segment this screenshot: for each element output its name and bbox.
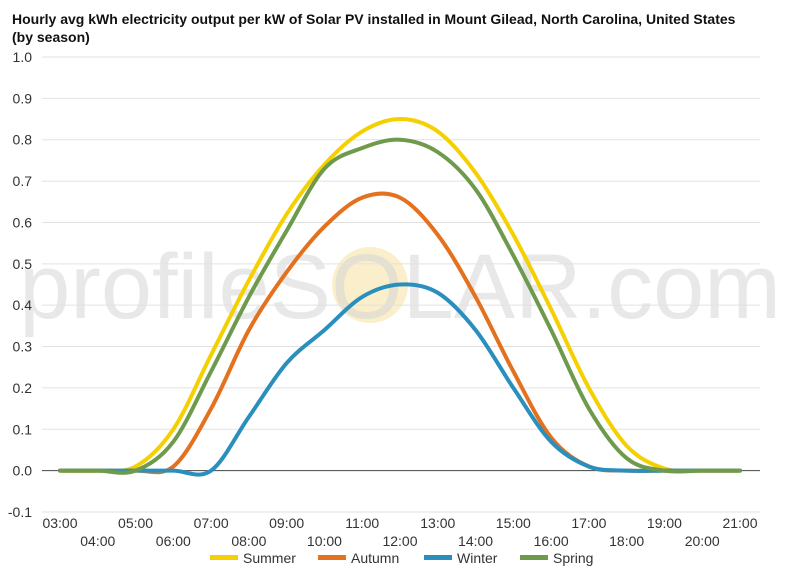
legend-item-winter[interactable]: Winter: [424, 550, 498, 566]
x-tick-label: 12:00: [382, 533, 417, 549]
legend-item-autumn[interactable]: Autumn: [318, 550, 399, 566]
x-tick-label: 06:00: [156, 533, 191, 549]
y-tick-label: -0.1: [8, 504, 32, 520]
legend-label: Autumn: [351, 550, 399, 566]
legend: Summer Autumn Winter Spring: [210, 550, 593, 566]
y-tick-label: 0.1: [13, 421, 33, 437]
y-tick-label: 0.9: [13, 90, 33, 106]
watermark: profileSOLAR.com: [19, 236, 781, 338]
legend-label: Winter: [457, 550, 498, 566]
series-lines: [58, 117, 742, 477]
legend-item-spring[interactable]: Spring: [520, 550, 593, 566]
x-tick-label: 14:00: [458, 533, 493, 549]
legend-label: Summer: [243, 550, 296, 566]
watermark-text: profileSOLAR.com: [19, 236, 781, 338]
y-tick-label: 0.5: [13, 256, 33, 272]
x-tick-label: 13:00: [420, 515, 455, 531]
series-line-winter: [58, 282, 742, 477]
legend-swatch: [318, 555, 346, 560]
y-tick-label: 0.7: [13, 173, 33, 189]
legend-swatch: [210, 555, 238, 560]
x-tick-label: 10:00: [307, 533, 342, 549]
x-tick-label: 05:00: [118, 515, 153, 531]
x-tick-label: 17:00: [571, 515, 606, 531]
y-tick-label: 0.3: [13, 339, 33, 355]
x-tick-label: 15:00: [496, 515, 531, 531]
x-tick-label: 18:00: [609, 533, 644, 549]
axis-labels: -0.1 0.0 0.1 0.2 0.3 0.4 0.5 0.6 0.7 0.8 0.9 1.0 03:…: [8, 49, 758, 549]
x-tick-label: 11:00: [345, 515, 379, 531]
series-line-spring: [58, 137, 742, 475]
x-tick-label: 21:00: [722, 515, 757, 531]
x-tick-label: 19:00: [647, 515, 682, 531]
x-tick-label: 04:00: [80, 533, 115, 549]
y-tick-label: 0.8: [13, 132, 33, 148]
y-tick-label: 1.0: [13, 49, 33, 65]
x-tick-label: 09:00: [269, 515, 304, 531]
y-tick-label: 0.0: [13, 463, 33, 479]
x-tick-label: 16:00: [534, 533, 569, 549]
legend-item-summer[interactable]: Summer: [210, 550, 296, 566]
y-tick-label: 0.2: [13, 380, 33, 396]
y-tick-label: 0.4: [13, 297, 33, 313]
x-tick-label: 20:00: [685, 533, 720, 549]
y-tick-label: 0.6: [13, 214, 33, 230]
x-tick-label: 07:00: [194, 515, 229, 531]
legend-swatch: [520, 555, 548, 560]
series-line-summer: [58, 117, 742, 474]
legend-label: Spring: [553, 550, 593, 566]
legend-swatch: [424, 555, 452, 560]
chart-title: Hourly avg kWh electricity output per kW…: [12, 11, 736, 45]
grid-lines: [42, 56, 760, 513]
x-tick-label: 03:00: [42, 515, 77, 531]
x-tick-label: 08:00: [231, 533, 266, 549]
